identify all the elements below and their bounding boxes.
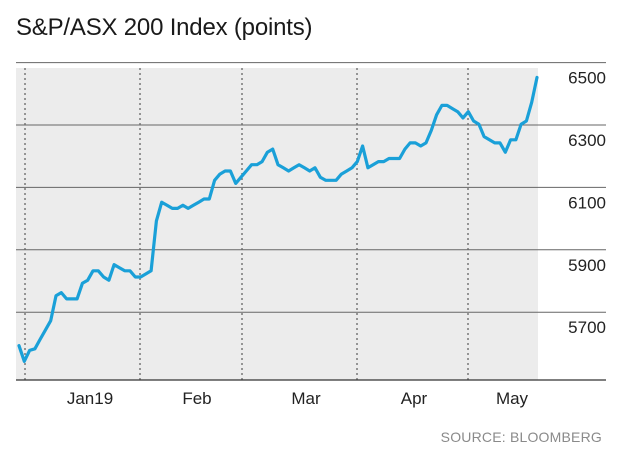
horizontal-gridlines — [16, 62, 606, 313]
source-note: SOURCE: BLOOMBERG — [440, 429, 602, 445]
x-tick-label: Feb — [182, 389, 211, 408]
x-tick-label: Apr — [401, 389, 428, 408]
x-tick-label: May — [496, 389, 529, 408]
y-tick-label: 6100 — [568, 193, 606, 212]
chart-title: S&P/ASX 200 Index (points) — [16, 14, 313, 41]
y-tick-label: 6300 — [568, 131, 606, 150]
vertical-gridlines — [24, 68, 469, 380]
x-tick-label: Jan19 — [67, 389, 113, 408]
y-tick-label: 5700 — [568, 318, 606, 337]
y-tick-label: 5900 — [568, 256, 606, 275]
y-tick-labels: 5700 5900 6100 6300 6500 — [568, 69, 606, 338]
y-tick-label: 6500 — [568, 69, 606, 88]
plot-area — [16, 68, 538, 380]
x-tick-labels: Jan19 Feb Mar Apr May — [67, 389, 529, 408]
x-tick-label: Mar — [291, 389, 321, 408]
series-line — [17, 75, 539, 363]
